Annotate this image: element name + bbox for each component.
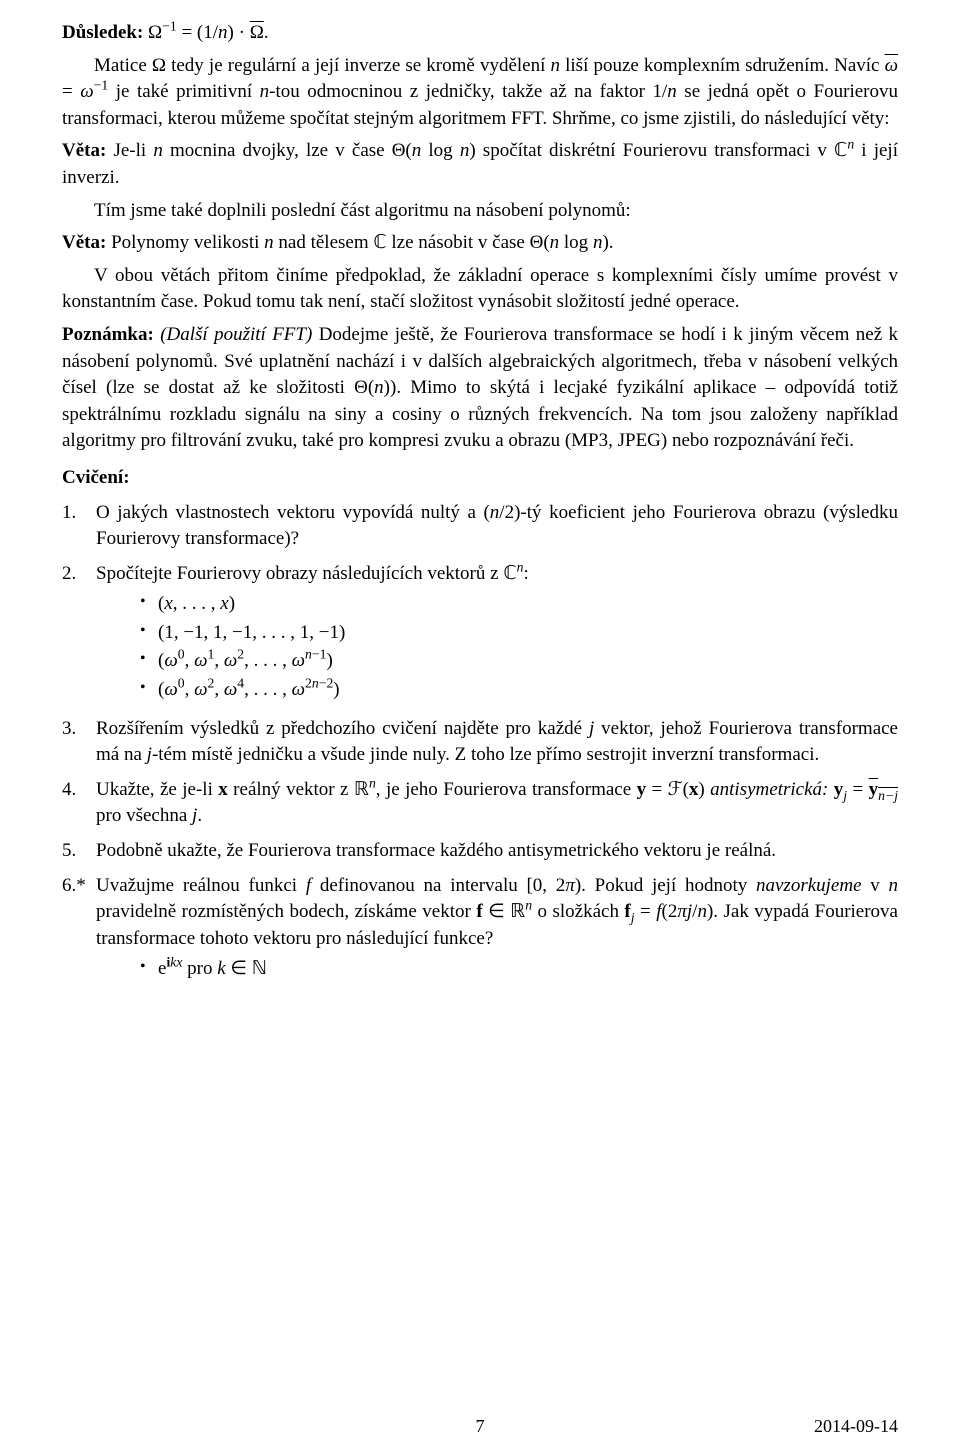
page-date: 2014-09-14: [814, 1414, 898, 1439]
ex1-num: 1.: [62, 500, 96, 553]
ex2-bullet-1: (x, . . . , x): [140, 591, 898, 618]
ex4-content: Ukažte, že je-li x reálný vektor z ℝn, j…: [96, 777, 898, 830]
ex2-num: 2.: [62, 561, 96, 708]
exercise-2: 2. Spočítejte Fourierovy obrazy následuj…: [62, 561, 898, 708]
ex2-bullet-4: (ω0, ω2, ω4, . . . , ω2n−2): [140, 677, 898, 704]
exercise-6: 6.* Uvažujme reálnou funkci f definovano…: [62, 873, 898, 987]
exercise-3: 3. Rozšířením výsledků z předchozího cvi…: [62, 716, 898, 769]
veta1-label: Věta:: [62, 140, 106, 161]
ex2-bullet-2: (1, −1, 1, −1, . . . , 1, −1): [140, 620, 898, 647]
veta2-label: Věta:: [62, 232, 106, 253]
veta-2: Věta: Polynomy velikosti n nad tělesem ℂ…: [62, 230, 898, 257]
ex4-num: 4.: [62, 777, 96, 830]
paragraph-3: V obou větách přitom činíme předpoklad, …: [62, 263, 898, 316]
ex6-num: 6.*: [62, 873, 96, 987]
dusledek-formula: Ω−1 = (1/n) · Ω.: [143, 22, 268, 43]
paragraph-1: Matice Ω tedy je regulární a její inverz…: [62, 53, 898, 133]
pozn-label: Poznámka:: [62, 324, 154, 345]
dusledek-label: Důsledek:: [62, 22, 143, 43]
ex6-bullets: eikx pro k ∈ ℕ: [96, 956, 898, 983]
pozn-italic: (Další použití FFT): [154, 324, 312, 345]
exercise-list: 1. O jakých vlastnostech vektoru vypovíd…: [62, 500, 898, 988]
ex1-content: O jakých vlastnostech vektoru vypovídá n…: [96, 500, 898, 553]
ex2-bullet-3: (ω0, ω1, ω2, . . . , ωn−1): [140, 648, 898, 675]
ex6-content: Uvažujme reálnou funkci f definovanou na…: [96, 873, 898, 987]
exercise-4: 4. Ukažte, že je-li x reálný vektor z ℝn…: [62, 777, 898, 830]
page-footer: 7 2014-09-14: [62, 1414, 898, 1439]
paragraph-2: Tím jsme také doplnili poslední část alg…: [62, 198, 898, 225]
ex5-content: Podobně ukažte, že Fourierova transforma…: [96, 838, 898, 865]
poznamka-paragraph: Poznámka: (Další použití FFT) Dodejme je…: [62, 322, 898, 455]
ex2-bullets: (x, . . . , x) (1, −1, 1, −1, . . . , 1,…: [96, 591, 898, 703]
exercise-1: 1. O jakých vlastnostech vektoru vypovíd…: [62, 500, 898, 553]
ex3-num: 3.: [62, 716, 96, 769]
veta-1: Věta: Je-li n mocnina dvojky, lze v čase…: [62, 138, 898, 191]
cviceni-heading: Cvičení:: [62, 465, 898, 492]
ex2-content: Spočítejte Fourierovy obrazy následující…: [96, 561, 898, 708]
exercise-5: 5. Podobně ukažte, že Fourierova transfo…: [62, 838, 898, 865]
dusledek-paragraph: Důsledek: Ω−1 = (1/n) · Ω.: [62, 20, 898, 47]
page-number: 7: [476, 1414, 485, 1439]
ex3-content: Rozšířením výsledků z předchozího cvičen…: [96, 716, 898, 769]
ex5-num: 5.: [62, 838, 96, 865]
ex6-bullet-1: eikx pro k ∈ ℕ: [140, 956, 898, 983]
